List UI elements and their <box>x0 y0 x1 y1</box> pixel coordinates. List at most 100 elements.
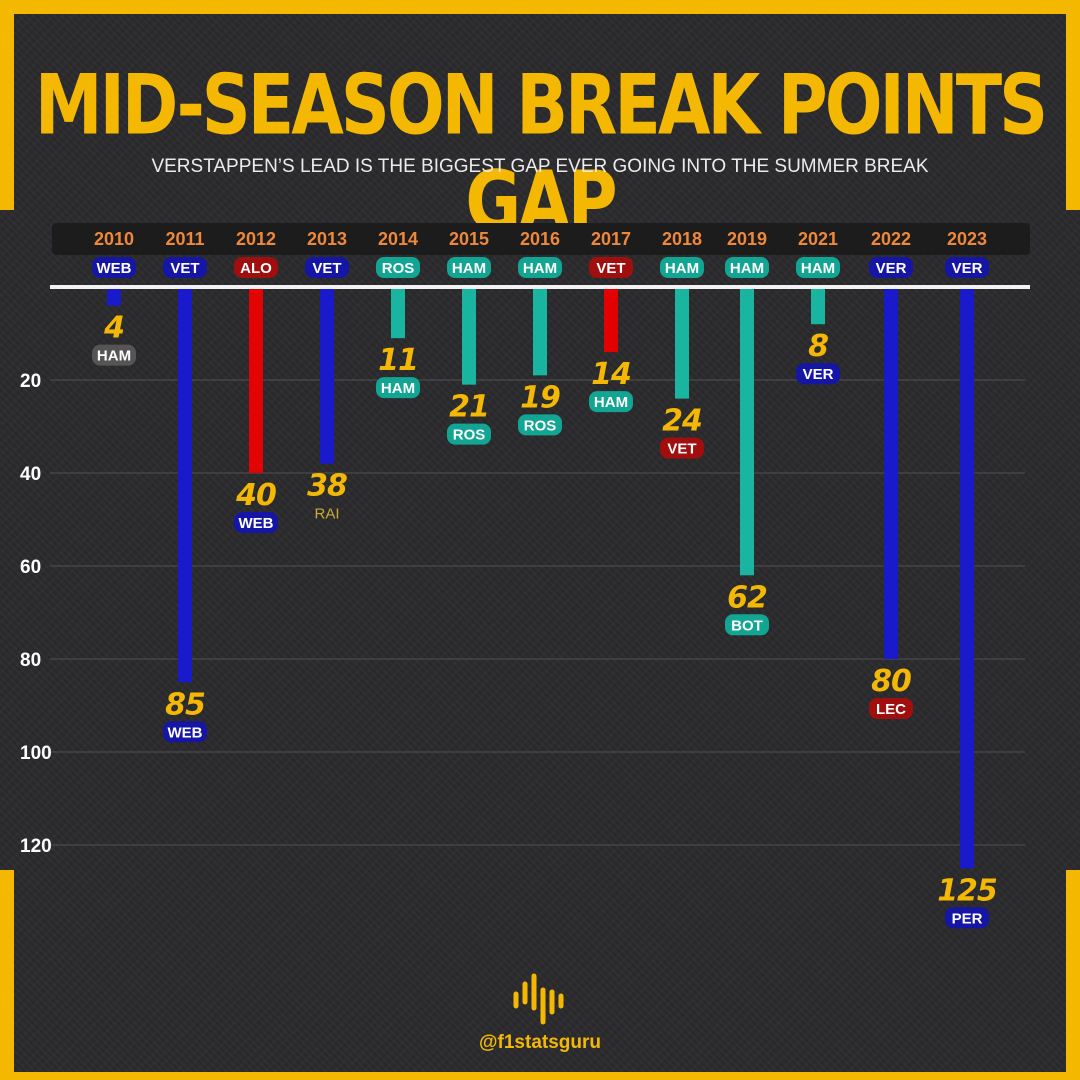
leader-tag <box>725 257 769 278</box>
leader-tag <box>234 257 278 278</box>
leader-tag-label: ROS <box>382 260 415 277</box>
y-tick-label: 40 <box>20 464 41 485</box>
value-label: 85 <box>165 687 205 722</box>
value-label: 8 <box>808 329 828 364</box>
value-label: 19 <box>520 380 560 415</box>
gap-bar <box>107 289 121 306</box>
year-label: 2013 <box>307 229 347 249</box>
chart-subtitle: VERSTAPPEN’S LEAD IS THE BIGGEST GAP EVE… <box>151 156 929 177</box>
runner-up-tag <box>660 437 704 459</box>
runner-up-tag <box>376 377 420 399</box>
leader-tag-label: ALO <box>240 260 272 277</box>
runner-up-label: WEB <box>168 724 203 741</box>
runner-up-tag <box>945 907 989 929</box>
runner-up-label: BOT <box>731 617 763 634</box>
leader-tag-label: HAM <box>452 260 486 277</box>
leader-tag <box>305 257 349 278</box>
y-tick-label: 100 <box>20 743 52 764</box>
leader-tag <box>518 257 562 278</box>
runner-up-tag <box>234 512 278 533</box>
value-label: 24 <box>662 404 702 439</box>
runner-up-tag <box>796 363 840 385</box>
runner-up-label: WEB <box>239 515 274 532</box>
year-label: 2011 <box>165 229 204 249</box>
gap-bar <box>391 289 405 339</box>
value-label: 80 <box>871 664 911 699</box>
year-label: 2023 <box>947 229 987 249</box>
value-label: 62 <box>727 580 767 615</box>
leader-tag-label: HAM <box>730 260 764 277</box>
value-label: 11 <box>378 343 418 378</box>
leader-tag-label: VET <box>170 260 199 277</box>
year-label: 2012 <box>236 229 276 249</box>
leader-tag <box>447 257 491 278</box>
leader-tag-label: VER <box>876 260 907 277</box>
runner-up-label: RAI <box>314 506 339 523</box>
year-label: 2016 <box>520 229 560 249</box>
sound-wave-logo-icon <box>513 973 564 1025</box>
y-tick-label: 20 <box>20 371 41 392</box>
value-label: 38 <box>307 469 347 504</box>
value-label: 125 <box>937 873 997 908</box>
frame-corner-bottom-right <box>1066 870 1080 1080</box>
leader-tag-label: HAM <box>801 260 835 277</box>
runner-up-tag <box>447 423 491 445</box>
runner-up-label: VET <box>667 441 696 458</box>
year-label: 2015 <box>449 229 489 249</box>
year-label: 2021 <box>798 229 838 249</box>
value-label: 4 <box>103 311 124 346</box>
runner-up-tag <box>589 391 633 413</box>
gap-bar <box>604 289 618 353</box>
gap-chart: 20 40 60 80 100 120 2010 WEB 4 HAM 2011 VET 85 WEB 201… <box>20 229 1030 929</box>
runner-up-label: HAM <box>97 348 131 365</box>
year-label: 2010 <box>94 229 134 249</box>
year-header-band <box>52 223 1030 255</box>
leader-tag-label: VET <box>312 260 341 277</box>
gap-bar <box>320 289 334 464</box>
leader-tag <box>589 257 633 278</box>
runner-up-label: ROS <box>524 417 557 434</box>
leader-tag <box>163 257 207 278</box>
gap-bar <box>740 289 754 576</box>
frame-corner-top-right <box>1066 0 1080 210</box>
gap-bar <box>462 289 476 385</box>
gap-bar <box>533 289 547 376</box>
chart-title: MID-SEASON BREAK POINTS GAP <box>34 58 1048 251</box>
year-label: 2014 <box>378 229 418 249</box>
leader-tag <box>92 257 136 278</box>
leader-tag <box>945 257 989 278</box>
gap-bar <box>811 289 825 325</box>
runner-up-label: HAM <box>381 380 415 397</box>
value-label: 21 <box>449 390 489 425</box>
runner-up-tag <box>869 698 913 719</box>
runner-up-tag <box>518 414 562 436</box>
gap-bar <box>884 289 898 659</box>
runner-up-label: HAM <box>594 394 628 411</box>
frame-corner-bottom-left <box>0 870 14 1080</box>
y-tick-label: 120 <box>20 836 52 857</box>
year-label: 2017 <box>591 229 631 249</box>
leader-tag-label: WEB <box>97 260 132 277</box>
gap-bar <box>249 289 263 473</box>
leader-tag <box>660 257 704 278</box>
y-tick-label: 60 <box>20 557 41 578</box>
value-label: 14 <box>591 357 631 392</box>
value-label: 40 <box>235 478 276 513</box>
runner-up-tag <box>92 344 136 366</box>
leader-tag-label: HAM <box>665 260 699 277</box>
leader-tag-label: VET <box>596 260 625 277</box>
leader-tag-label: VER <box>952 260 983 277</box>
gap-bar <box>675 289 689 399</box>
gap-bar <box>178 289 192 683</box>
runner-up-label: ROS <box>453 427 486 444</box>
leader-tag <box>796 257 840 278</box>
frame-corner-top-left <box>0 0 14 210</box>
gap-bar <box>960 289 974 869</box>
runner-up-label: VER <box>803 366 834 383</box>
runner-up-tag <box>163 721 207 743</box>
frame-bottom-border <box>0 1072 1080 1080</box>
runner-up-tag <box>725 614 769 636</box>
y-tick-label: 80 <box>20 650 41 671</box>
year-label: 2018 <box>662 229 702 249</box>
leader-tag-label: HAM <box>523 260 557 277</box>
